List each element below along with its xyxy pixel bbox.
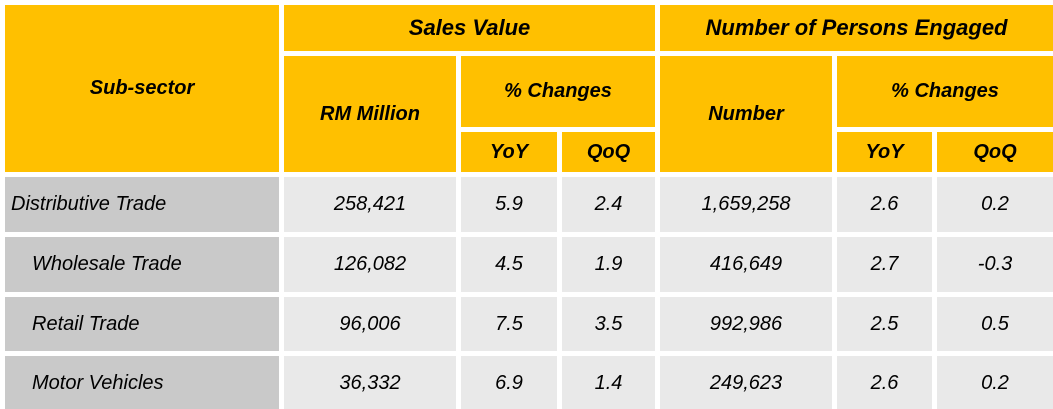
cell-persons-number: 249,623 [660,356,833,409]
header-sales-value-group: Sales Value [284,5,656,51]
header-row-measures: RM Million % Changes Number % Changes [5,56,1053,172]
cell-persons-qoq: 0.5 [937,297,1053,351]
cell-sales-rm-million: 36,332 [284,356,456,409]
row-label: Distributive Trade [5,177,279,232]
cell-sales-yoy: 4.5 [461,237,557,292]
cell-sales-rm-million: 258,421 [284,177,456,232]
header-sales-yoy: YoY [461,132,557,172]
cell-persons-yoy: 2.6 [837,356,933,409]
cell-sales-yoy: 6.9 [461,356,557,409]
header-persons-pct-changes: % Changes [837,56,1053,127]
header-row-periods: YoY QoQ YoY QoQ [5,132,1053,172]
header-number: Number [660,56,833,172]
cell-persons-qoq: 0.2 [937,177,1053,232]
row-label: Motor Vehicles [5,356,279,409]
header-persons-engaged-group: Number of Persons Engaged [660,5,1053,51]
cell-persons-number: 992,986 [660,297,833,351]
header-sales-pct-changes: % Changes [461,56,656,127]
header-rm-million: RM Million [284,56,456,172]
cell-sales-yoy: 7.5 [461,297,557,351]
cell-persons-yoy: 2.5 [837,297,933,351]
table-row-wholesale-trade: Wholesale Trade 126,082 4.5 1.9 416,649 … [5,237,1053,292]
cell-sales-rm-million: 126,082 [284,237,456,292]
header-persons-qoq: QoQ [937,132,1053,172]
cell-sales-qoq: 2.4 [562,177,656,232]
cell-persons-number: 1,659,258 [660,177,833,232]
table-row-motor-vehicles: Motor Vehicles 36,332 6.9 1.4 249,623 2.… [5,356,1053,409]
cell-sales-qoq: 1.9 [562,237,656,292]
cell-sales-rm-million: 96,006 [284,297,456,351]
table-row-retail-trade: Retail Trade 96,006 7.5 3.5 992,986 2.5 … [5,297,1053,351]
cell-sales-qoq: 1.4 [562,356,656,409]
table-row-distributive-trade: Distributive Trade 258,421 5.9 2.4 1,659… [5,177,1053,232]
cell-persons-number: 416,649 [660,237,833,292]
cell-sales-qoq: 3.5 [562,297,656,351]
header-row-groups: Sub-sector Sales Value Number of Persons… [5,5,1053,172]
header-persons-yoy: YoY [837,132,933,172]
cell-persons-yoy: 2.6 [837,177,933,232]
row-label: Retail Trade [5,297,279,351]
cell-persons-qoq: 0.2 [937,356,1053,409]
cell-persons-qoq: -0.3 [937,237,1053,292]
header-sales-qoq: QoQ [562,132,656,172]
cell-sales-yoy: 5.9 [461,177,557,232]
row-label: Wholesale Trade [5,237,279,292]
cell-persons-yoy: 2.7 [837,237,933,292]
header-sub-sector: Sub-sector [5,5,279,172]
